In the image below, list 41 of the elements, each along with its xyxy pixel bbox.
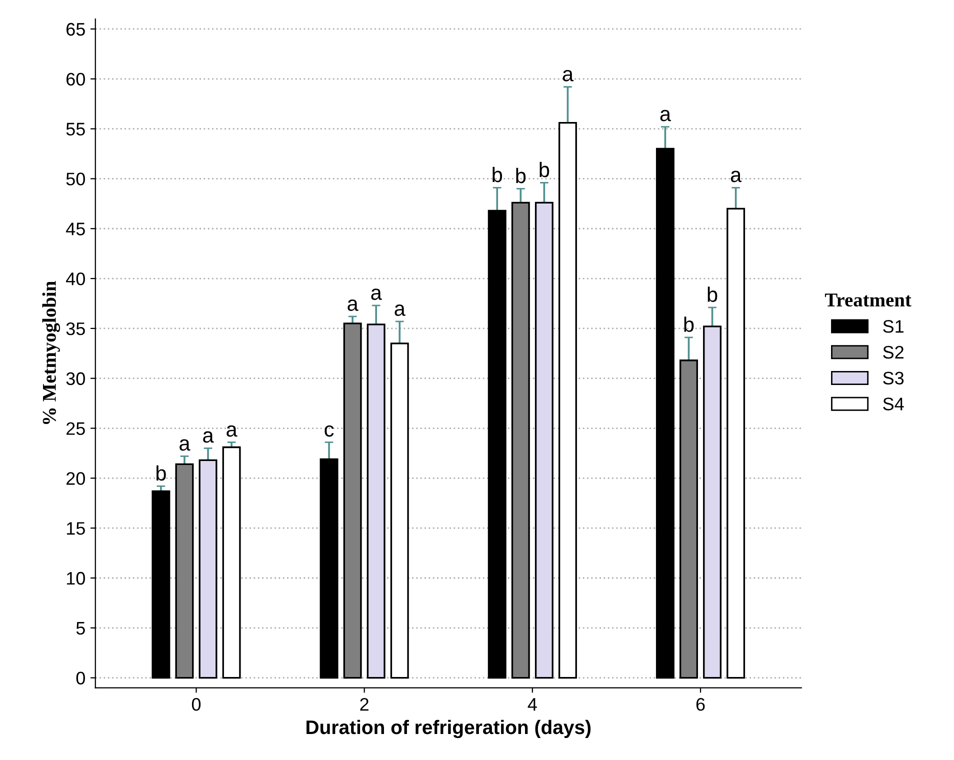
y-tick-label: 25 <box>66 422 85 435</box>
x-tick-label: 0 <box>192 698 201 711</box>
annotation: a <box>180 439 190 451</box>
annotation: a <box>203 431 214 443</box>
y-tick-label: 5 <box>76 622 85 635</box>
annotation: a <box>730 170 742 182</box>
y-tick-label: 40 <box>66 272 85 286</box>
annotation: b <box>516 168 526 184</box>
y-tick-label: 60 <box>66 72 85 86</box>
y-tick-label: 35 <box>66 322 85 336</box>
y-tick-label: 55 <box>66 122 85 136</box>
legend-label: S3 <box>883 372 904 385</box>
y-tick-label: 20 <box>66 472 85 485</box>
annotation: a <box>226 425 238 437</box>
annotation: a <box>660 110 672 122</box>
y-tick-label: 10 <box>66 572 85 585</box>
legend-label: S4 <box>883 398 904 410</box>
x-tick-label: 4 <box>528 698 537 711</box>
y-tick-label: 50 <box>66 172 85 186</box>
annotation: a <box>562 70 574 82</box>
annotation: b <box>492 166 502 182</box>
y-tick-label: 65 <box>66 22 85 36</box>
legend-label: S2 <box>883 346 904 359</box>
annotation: a <box>348 300 358 311</box>
annotation: a <box>394 304 406 316</box>
y-tick-label: 30 <box>66 372 85 386</box>
y-tick-label: 15 <box>66 522 85 535</box>
x-tick-label: 6 <box>696 698 705 711</box>
annotation: b <box>708 286 718 302</box>
legend-title: Treatment <box>824 294 912 307</box>
annotation: b <box>684 316 694 332</box>
x-axis-title: Duration of refrigeration (days) <box>306 720 591 738</box>
annotation: b <box>156 465 166 481</box>
annotation: b <box>540 162 550 178</box>
annotation: a <box>371 288 382 300</box>
x-tick-label: 2 <box>360 698 368 711</box>
y-axis-title: % Metmyoglobin <box>42 281 60 424</box>
annotation: c <box>324 425 334 437</box>
legend-label: S1 <box>883 320 904 333</box>
y-tick-label: 0 <box>76 672 85 685</box>
y-tick-label: 45 <box>66 222 85 236</box>
